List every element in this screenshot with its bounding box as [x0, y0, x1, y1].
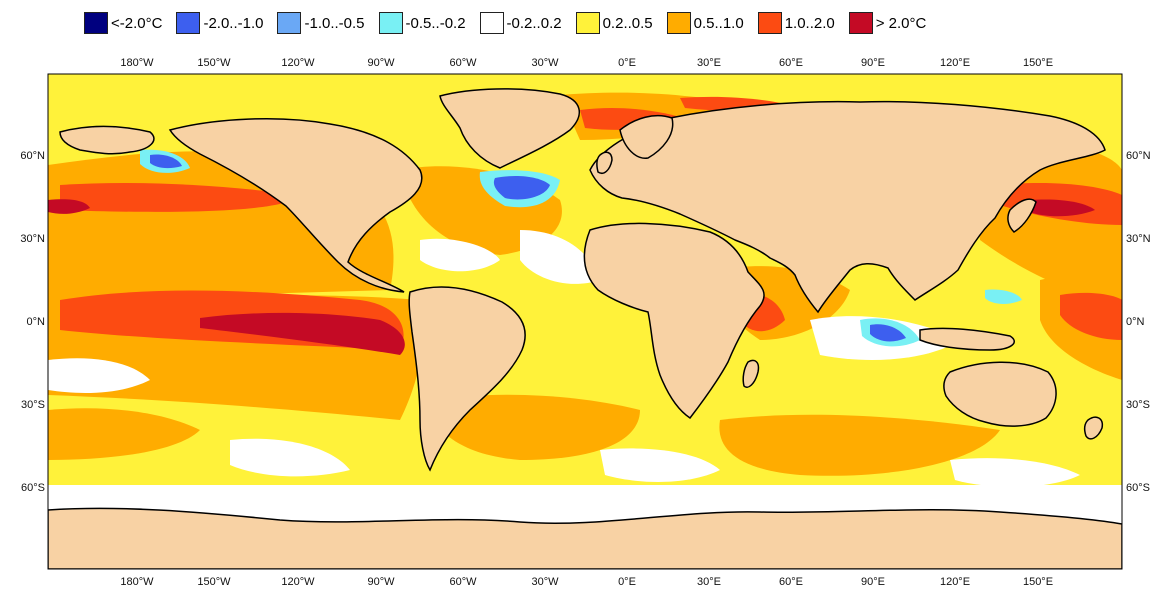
legend-item: <-2.0°C: [84, 12, 162, 34]
latitude-label: 0°N: [1126, 316, 1145, 328]
legend-item: 0.2..0.5: [575, 12, 653, 34]
longitude-label: 120°W: [281, 576, 315, 588]
legend-swatch: [575, 12, 600, 34]
anomaly-field-above-2.0: [48, 199, 1095, 355]
landmass-africa: [583, 222, 765, 420]
legend-label: -2.0..-1.0: [203, 14, 264, 32]
landmass-antarctica: [48, 507, 1122, 569]
landmass-uk: [596, 151, 613, 174]
landmass-alaska: [59, 125, 155, 155]
landmass-japan: [1007, 198, 1037, 233]
legend-swatch: [378, 12, 403, 34]
landmass-south-america: [408, 286, 526, 472]
legend-label: <-2.0°C: [111, 14, 163, 32]
legend-swatch: [848, 12, 873, 34]
legend-item: 0.5..1.0: [666, 12, 744, 34]
longitude-label: 30°W: [531, 57, 559, 69]
map-frame: [47, 73, 1123, 570]
longitude-label: 60°E: [779, 57, 803, 69]
longitude-label: 150°W: [197, 57, 231, 69]
landmass-north-america: [168, 118, 423, 293]
latitude-label: 30°S: [1126, 399, 1150, 411]
longitude-label: 60°W: [449, 576, 477, 588]
legend-label: -0.5..-0.2: [405, 14, 466, 32]
latitude-label: 30°N: [20, 233, 45, 245]
latitude-label: 30°N: [1126, 233, 1151, 245]
legend-item: -2.0..-1.0: [176, 12, 263, 34]
latitude-label: 60°N: [20, 150, 45, 162]
legend-label: -0.2..0.2: [506, 14, 562, 32]
longitude-label: 0°E: [618, 576, 636, 588]
longitude-label: 30°E: [697, 57, 721, 69]
landmass-new-zealand: [1083, 416, 1104, 440]
legend-swatch: [479, 12, 504, 34]
longitude-label: 120°W: [281, 57, 315, 69]
longitude-label: 150°E: [1023, 576, 1053, 588]
legend-item: -0.5..-0.2: [378, 12, 466, 34]
longitude-label: 180°W: [120, 576, 154, 588]
longitude-label: 90°E: [861, 57, 885, 69]
longitude-label: 90°W: [367, 576, 395, 588]
latitude-label: 60°S: [1126, 482, 1150, 494]
longitude-label: 150°W: [197, 576, 231, 588]
legend-item: 1.0..2.0: [757, 12, 835, 34]
longitude-labels-bottom: 180°W 150°W 120°W 90°W 60°W 30°W 0°E 30°E 60°E 90…: [120, 576, 1053, 588]
anomaly-field-cold: [140, 149, 1022, 347]
legend-label: 1.0..2.0: [784, 14, 835, 32]
legend-swatch: [176, 12, 201, 34]
legend-swatch: [757, 12, 782, 34]
longitude-label: 60°W: [449, 57, 477, 69]
latitude-labels-right: 60°N 30°N 0°N 30°S 60°S: [1126, 150, 1151, 494]
legend-swatch: [84, 12, 108, 34]
longitude-label: 120°E: [940, 576, 970, 588]
landmass-madagascar: [742, 359, 760, 388]
longitude-label: 60°E: [779, 576, 803, 588]
longitude-label: 180°W: [120, 57, 154, 69]
landmass-eurasia: [589, 100, 1106, 314]
latitude-label: 30°S: [21, 399, 45, 411]
landmass-scandinavia: [619, 114, 674, 159]
color-legend: <-2.0°C -2.0..-1.0 -1.0..-0.5 -0.5..-0.2…: [84, 11, 926, 35]
legend-item: > 2.0°C: [848, 12, 927, 34]
longitude-label: 150°E: [1023, 57, 1053, 69]
longitude-label: 30°W: [531, 576, 559, 588]
longitude-labels-top: 180°W 150°W 120°W 90°W 60°W 30°W 0°E 30°E 60°E 90…: [120, 57, 1053, 69]
legend-swatch: [277, 12, 302, 34]
longitude-label: 90°W: [367, 57, 395, 69]
legend-label: 0.5..1.0: [693, 14, 744, 32]
latitude-label: 60°N: [1126, 150, 1151, 162]
legend-item: -0.2..0.2: [479, 12, 562, 34]
map-area: [48, 74, 1122, 569]
legend-item: -1.0..-0.5: [277, 12, 365, 34]
legend-label: 0.2..0.5: [602, 14, 653, 32]
latitude-label: 0°N: [27, 316, 46, 328]
legend-label: -1.0..-0.5: [304, 14, 365, 32]
landmass-australia: [943, 361, 1057, 427]
land-masses: [48, 88, 1122, 569]
longitude-label: 120°E: [940, 57, 970, 69]
latitude-label: 60°S: [21, 482, 45, 494]
longitude-label: 90°E: [861, 576, 885, 588]
legend-label: > 2.0°C: [875, 14, 927, 32]
longitude-label: 30°E: [697, 576, 721, 588]
landmass-indonesia: [919, 327, 1015, 351]
longitude-label: 0°E: [618, 57, 636, 69]
latitude-labels-left: 60°N 30°N 0°N 30°S 60°S: [20, 150, 45, 494]
landmass-greenland: [439, 88, 580, 169]
legend-swatch: [666, 12, 691, 34]
